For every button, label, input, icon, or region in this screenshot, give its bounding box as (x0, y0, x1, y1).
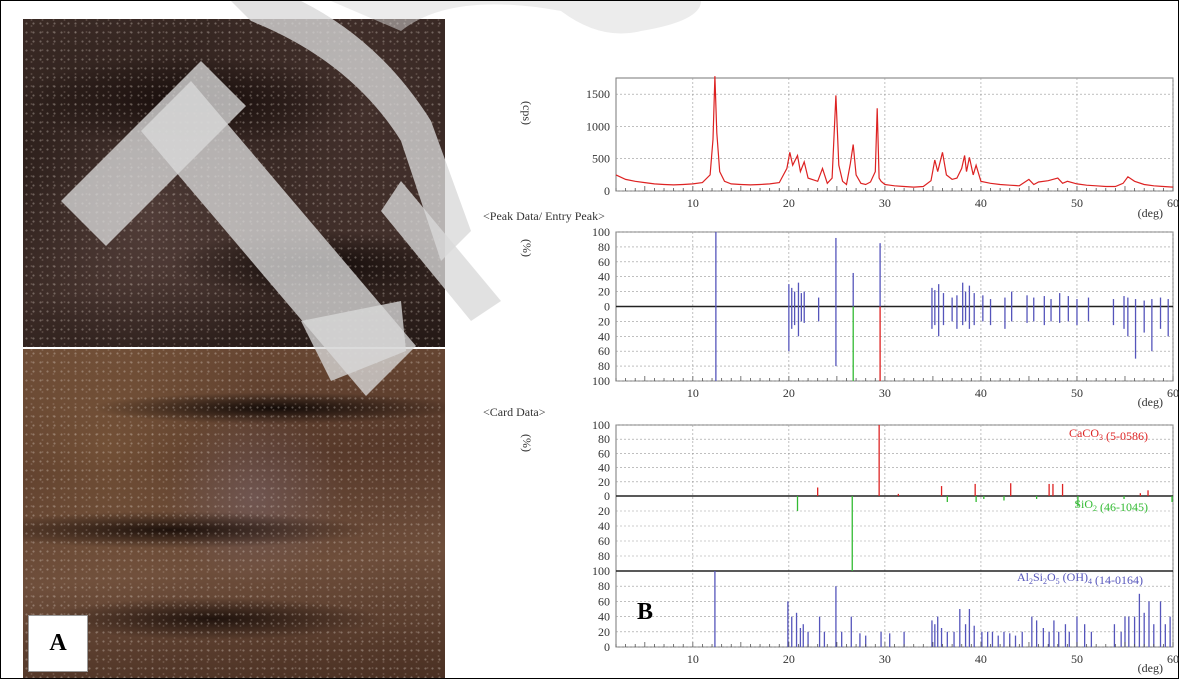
panel-b-label: B (637, 599, 654, 625)
x-axis-label: (deg) (1138, 206, 1163, 220)
micrograph-bottom (23, 349, 445, 678)
x-tick-label: 20 (783, 196, 795, 210)
chart-subtitle: <Peak Data/ Entry Peak> (483, 209, 605, 223)
y-tick-label: 40 (598, 461, 610, 475)
y-tick-label: 100 (592, 374, 610, 388)
measured-pattern-line (615, 76, 1174, 188)
x-tick-label: 40 (975, 196, 987, 210)
y-axis-label: (%) (520, 239, 534, 257)
y-tick-label: 1000 (586, 119, 610, 133)
y-axis-label: (%) (520, 434, 534, 452)
x-tick-label: 50 (1071, 196, 1083, 210)
y-tick-label: 80 (598, 579, 610, 593)
x-tick-label: 50 (1071, 652, 1083, 666)
y-tick-label: 500 (592, 152, 610, 166)
x-axis-label: (deg) (1138, 395, 1163, 409)
y-tick-label: 20 (598, 285, 610, 299)
kaolinite-label: Al2Si2O5 (OH)4 (14-0164) (1017, 570, 1143, 587)
y-tick-label: 40 (598, 610, 610, 624)
x-tick-label: 20 (783, 386, 795, 400)
x-tick-label: 50 (1071, 386, 1083, 400)
calcite-label: CaCO3 (5-0586) (1069, 426, 1148, 443)
x-tick-label: 10 (687, 652, 699, 666)
y-tick-label: 40 (598, 329, 610, 343)
quartz-label: SiO2 (46-1045) (1074, 497, 1148, 514)
y-tick-label: 60 (598, 255, 610, 269)
y-tick-label: 0 (604, 640, 610, 654)
y-tick-label: 100 (592, 564, 610, 578)
y-tick-label: 20 (598, 314, 610, 328)
y-tick-label: 100 (592, 225, 610, 239)
y-tick-label: 1500 (586, 87, 610, 101)
y-axis-label: (cps) (520, 101, 534, 125)
y-tick-label: 60 (598, 344, 610, 358)
y-tick-label: 20 (598, 475, 610, 489)
y-tick-label: 80 (598, 549, 610, 563)
x-tick-label: 30 (879, 652, 891, 666)
y-tick-label: 0 (604, 184, 610, 198)
x-axis-label: (deg) (1138, 661, 1163, 675)
x-tick-label: 40 (975, 652, 987, 666)
y-tick-label: 60 (598, 594, 610, 608)
y-tick-label: 40 (598, 519, 610, 533)
y-tick-label: 80 (598, 240, 610, 254)
y-tick-label: 20 (598, 625, 610, 639)
y-tick-label: 0 (604, 489, 610, 503)
chart-subtitle: <Card Data> (483, 405, 546, 419)
y-tick-label: 40 (598, 270, 610, 284)
y-tick-label: 60 (598, 534, 610, 548)
y-tick-label: 60 (598, 446, 610, 460)
x-tick-label: 10 (687, 196, 699, 210)
x-tick-label: 10 (687, 386, 699, 400)
x-tick-label: 60 (1167, 652, 1179, 666)
x-tick-label: 60 (1167, 196, 1179, 210)
y-tick-label: 80 (598, 359, 610, 373)
plot-frame (615, 77, 1174, 192)
y-tick-label: 0 (604, 300, 610, 314)
x-tick-label: 30 (879, 196, 891, 210)
x-tick-label: 30 (879, 386, 891, 400)
y-tick-label: 100 (592, 418, 610, 432)
plot-frame (615, 424, 1174, 648)
y-tick-label: 20 (598, 504, 610, 518)
x-tick-label: 40 (975, 386, 987, 400)
x-tick-label: 60 (1167, 386, 1179, 400)
panel-a-label: A (28, 615, 88, 672)
y-tick-label: 80 (598, 432, 610, 446)
x-tick-label: 20 (783, 652, 795, 666)
